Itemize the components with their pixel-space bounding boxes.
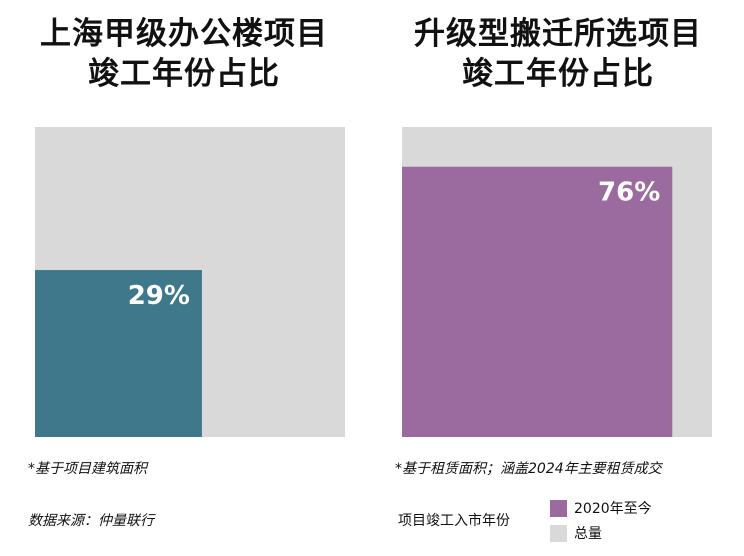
legend-swatch-total — [550, 524, 567, 542]
right-value-square — [402, 166, 673, 437]
left-chart-title: 上海甲级办公楼项目 竣工年份占比 — [14, 14, 354, 94]
legend-item-recent: 2020年至今 — [550, 498, 652, 518]
legend-title: 项目竣工入市年份 — [398, 513, 510, 529]
right-chart-title: 升级型搬迁所选项目 竣工年份占比 — [388, 14, 728, 94]
left-title-line-1: 上海甲级办公楼项目 — [40, 16, 328, 52]
left-title-line-2: 竣工年份占比 — [88, 56, 280, 92]
legend-item-total: 总量 — [550, 523, 602, 543]
right-title-line-2: 竣工年份占比 — [462, 56, 654, 92]
legend-label-total: 总量 — [574, 526, 602, 542]
right-value-label: 76% — [598, 178, 660, 208]
left-footnote: *基于项目建筑面积 — [28, 461, 147, 477]
left-value-square — [35, 270, 202, 437]
source-note: 数据来源：仲量联行 — [28, 513, 154, 529]
legend-label-recent: 2020年至今 — [574, 501, 652, 517]
legend-swatch-recent — [550, 499, 567, 517]
right-title-line-1: 升级型搬迁所选项目 — [414, 16, 702, 52]
left-value-label: 29% — [128, 281, 190, 311]
right-footnote: *基于租赁面积；涵盖2024年主要租赁成交 — [395, 461, 662, 477]
